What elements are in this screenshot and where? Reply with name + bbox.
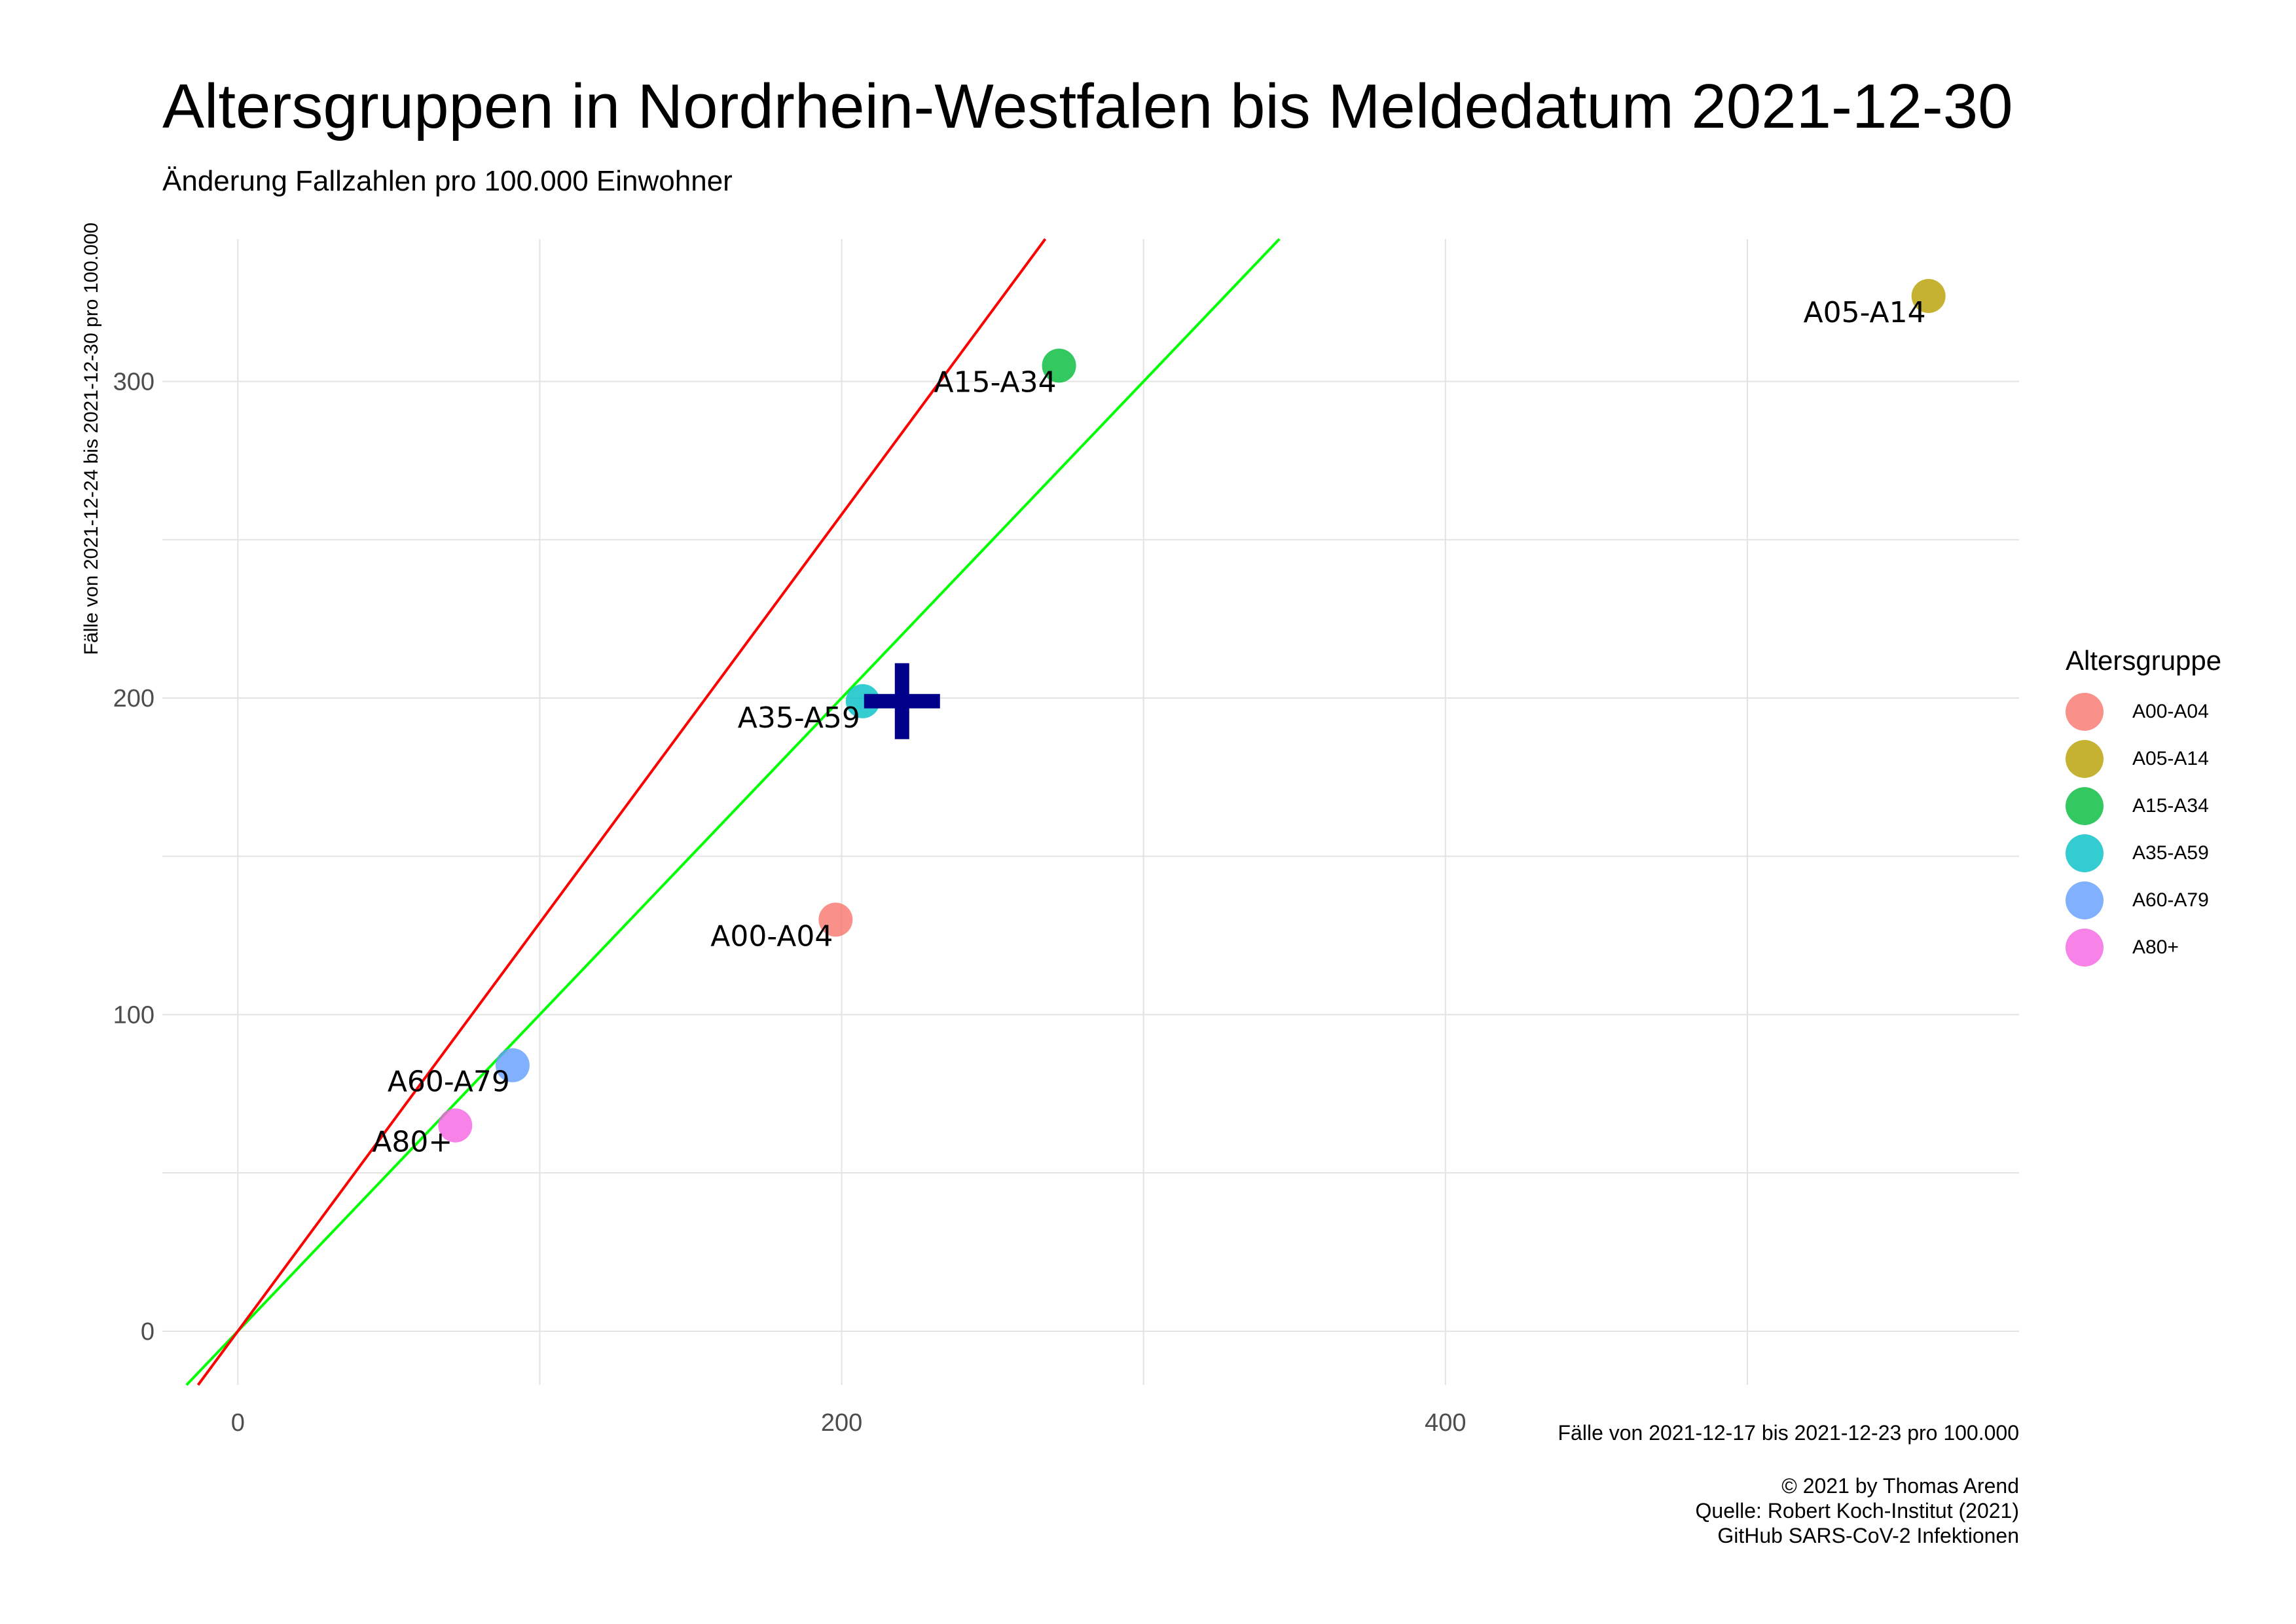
legend-label: A80+ bbox=[2132, 936, 2179, 958]
point-label: A35-A59 bbox=[738, 701, 860, 735]
legend-swatch bbox=[2066, 929, 2104, 967]
chart-subtitle: Änderung Fallzahlen pro 100.000 Einwohne… bbox=[162, 165, 733, 197]
point-label: A80+ bbox=[372, 1126, 452, 1159]
data-points bbox=[438, 279, 1946, 1143]
x-tick-label: 400 bbox=[1425, 1409, 1466, 1437]
reference-line bbox=[185, 238, 1281, 1386]
legend-swatch bbox=[2066, 834, 2104, 872]
legend-label: A00-A04 bbox=[2132, 701, 2209, 722]
y-tick-label: 300 bbox=[113, 369, 155, 396]
data-point bbox=[1042, 348, 1076, 383]
caption-line: Quelle: Robert Koch-Institut (2021) bbox=[1695, 1499, 2019, 1522]
legend-label: A05-A14 bbox=[2132, 748, 2209, 769]
tick-labels: 0 200 400 0 100 200 300 bbox=[113, 369, 1467, 1437]
legend-title: Altersgruppe bbox=[2066, 645, 2222, 676]
y-tick-label: 0 bbox=[141, 1318, 155, 1346]
y-tick-label: 200 bbox=[113, 685, 155, 712]
legend-label: A60-A79 bbox=[2132, 889, 2209, 911]
legend-item: A05-A14 bbox=[2066, 735, 2221, 783]
grid bbox=[162, 239, 2019, 1385]
legend: Altersgruppe A00-A04 A05-A14 A15-A34 A35-A5… bbox=[2066, 645, 2221, 971]
y-axis-label: Fälle von 2021-12-24 bis 2021-12-30 pro … bbox=[81, 222, 102, 655]
caption: © 2021 by Thomas Arend Quelle: Robert Ko… bbox=[1696, 1473, 2019, 1548]
data-point bbox=[438, 1108, 473, 1143]
data-point bbox=[495, 1048, 530, 1082]
legend-item: A80+ bbox=[2066, 924, 2221, 971]
legend-label: A15-A34 bbox=[2132, 795, 2209, 817]
legend-item: A00-A04 bbox=[2066, 688, 2221, 735]
legend-swatch bbox=[2066, 787, 2104, 825]
legend-item: A15-A34 bbox=[2066, 783, 2221, 830]
data-point bbox=[818, 902, 853, 937]
data-point bbox=[1911, 279, 1946, 314]
data-point bbox=[845, 684, 880, 718]
x-tick-label: 200 bbox=[821, 1409, 862, 1437]
chart-title: Altersgruppen in Nordrhein-Westfalen bis… bbox=[162, 71, 2013, 141]
legend-swatch bbox=[2066, 881, 2104, 919]
reference-lines bbox=[185, 238, 1281, 1386]
legend-label: A35-A59 bbox=[2132, 842, 2209, 864]
point-label: A00-A04 bbox=[710, 919, 833, 953]
point-label: A60-A79 bbox=[388, 1065, 510, 1099]
legend-swatch bbox=[2066, 740, 2104, 778]
point-label: A05-A14 bbox=[1804, 296, 1926, 329]
x-axis-label: Fälle von 2021-12-17 bis 2021-12-23 pro … bbox=[1558, 1421, 2020, 1445]
caption-line: GitHub SARS-CoV-2 Infektionen bbox=[1717, 1524, 2019, 1547]
mean-marker bbox=[864, 663, 940, 739]
legend-item: A60-A79 bbox=[2066, 877, 2221, 924]
legend-item: A35-A59 bbox=[2066, 830, 2221, 877]
point-label: A15-A34 bbox=[934, 365, 1056, 399]
y-tick-label: 100 bbox=[113, 1001, 155, 1029]
point-labels: A00-A04 A05-A14 A15-A34 A35-A59 A60-A79 A80+ bbox=[372, 296, 1925, 1159]
caption-line: © 2021 by Thomas Arend bbox=[1781, 1474, 2019, 1498]
reference-line bbox=[196, 238, 1047, 1386]
x-tick-label: 0 bbox=[231, 1409, 245, 1437]
legend-swatch bbox=[2066, 693, 2104, 731]
